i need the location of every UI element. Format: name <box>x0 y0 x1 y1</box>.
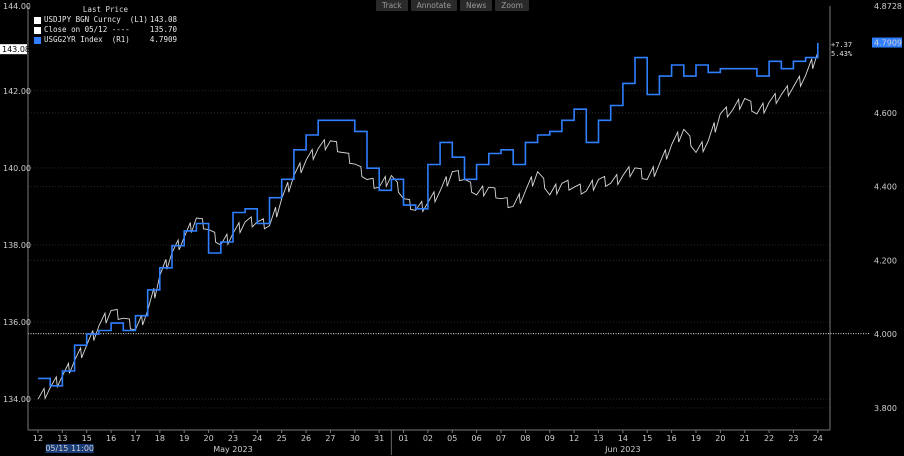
left-tick-label: 142.00 <box>3 87 31 96</box>
legend-row-close: Close on 05/12 ---- 135.70 <box>34 25 177 35</box>
cursor-date-label: 05/15 11:00 <box>45 444 94 453</box>
x-tick-label: 16 <box>106 434 116 443</box>
x-tick-label: 15 <box>82 434 92 443</box>
x-tick-label: 30 <box>350 434 360 443</box>
zoom-button[interactable]: Zoom <box>495 0 529 11</box>
month-label: May 2023 <box>213 445 252 454</box>
legend-label: Close on 05/12 ---- <box>44 25 130 34</box>
x-tick-label: 20 <box>715 434 725 443</box>
right-tick-label: 4.000 <box>874 330 897 339</box>
change-percent: 5.43% <box>831 50 853 58</box>
x-tick-label: 01 <box>398 434 408 443</box>
left-tick-label: 134.00 <box>3 395 31 404</box>
x-tick-label: 06 <box>472 434 482 443</box>
x-tick-label: 02 <box>423 434 433 443</box>
x-tick-label: 05 <box>447 434 457 443</box>
track-button[interactable]: Track <box>376 0 408 11</box>
x-tick-label: 31 <box>374 434 384 443</box>
right-top-tag: 4.8728 <box>874 2 902 11</box>
right-last-tag: 4.7909 <box>874 39 902 48</box>
series-usgg2yr-line <box>38 42 819 387</box>
x-tick-label: 18 <box>155 434 165 443</box>
x-tick-label: 26 <box>301 434 311 443</box>
legend-label: USGG2YR Index (R1) <box>44 35 130 44</box>
legend-value: 143.08 <box>149 15 177 24</box>
news-button[interactable]: News <box>459 0 493 11</box>
x-axis: 12 13 15 16 17 18 19 20 23 24 25 26 27 30 31 01 02 05 06 07… <box>28 429 830 455</box>
legend: Last Price USDJPY BGN Curncy (L1) 143.08… <box>30 4 181 46</box>
x-tick-label: 23 <box>228 434 238 443</box>
x-tick-label: 16 <box>667 434 677 443</box>
x-tick-label: 12 <box>33 434 43 443</box>
left-tick-label: 140.00 <box>3 164 31 173</box>
left-axis: 134.00 136.00 138.00 140.00 142.00 144.00 143.… <box>0 2 31 430</box>
legend-row-usgg2yr: USGG2YR Index (R1) 4.7909 <box>34 35 177 45</box>
x-tick-label: 13 <box>57 434 67 443</box>
x-tick-label: 23 <box>788 434 798 443</box>
legend-value: 4.7909 <box>149 35 177 44</box>
gridlines <box>28 90 830 409</box>
left-top-tag: 144.00 <box>3 2 31 11</box>
x-tick-label: 24 <box>813 434 823 443</box>
x-tick-label: 19 <box>179 434 189 443</box>
x-tick-label: 17 <box>130 434 140 443</box>
legend-label: USDJPY BGN Curncy (L1) <box>44 15 148 24</box>
x-tick-label: 09 <box>545 434 555 443</box>
right-tick-label: 4.200 <box>874 256 897 265</box>
right-tick-label: 4.600 <box>874 109 897 118</box>
right-last-tag-bg <box>872 37 902 48</box>
cursor-date-bg <box>45 444 94 453</box>
legend-row-usdjpy: USDJPY BGN Curncy (L1) 143.08 <box>34 15 177 25</box>
x-tick-label: 07 <box>496 434 506 443</box>
series-usdjpy-line <box>37 52 819 401</box>
legend-swatch <box>34 16 41 24</box>
x-tick-label: 27 <box>325 434 335 443</box>
right-tick-label: 3.800 <box>874 404 897 413</box>
legend-value: 135.70 <box>149 25 177 34</box>
right-tick-label: 4.400 <box>874 183 897 192</box>
x-tick-label: 08 <box>520 434 530 443</box>
x-tick-label: 13 <box>593 434 603 443</box>
legend-swatch <box>34 36 41 44</box>
x-tick-label: 22 <box>764 434 774 443</box>
left-tick-label: 136.00 <box>3 318 31 327</box>
annotate-button[interactable]: Annotate <box>410 0 457 11</box>
x-tick-label: 20 <box>203 434 213 443</box>
change-value: +7.37 <box>831 41 853 49</box>
x-tick-label: 25 <box>277 434 287 443</box>
left-tick-label: 138.00 <box>3 241 31 250</box>
legend-title: Last Price <box>82 5 129 14</box>
chart-toolbar: Track Annotate News Zoom <box>376 0 529 11</box>
right-axis: 3.800 4.000 4.200 4.400 4.600 4.8728 4.7909 <box>829 2 902 430</box>
series-layer <box>37 42 819 401</box>
left-last-tag-bg <box>0 44 27 55</box>
left-last-tag: 143.08 <box>2 45 30 54</box>
x-tick-label: 14 <box>618 434 628 443</box>
x-tick-label: 12 <box>569 434 579 443</box>
x-tick-label: 24 <box>252 434 262 443</box>
x-tick-label: 15 <box>642 434 652 443</box>
x-tick-label: 21 <box>740 434 750 443</box>
month-label: Jun 2023 <box>604 445 640 454</box>
x-tick-label: 19 <box>691 434 701 443</box>
legend-swatch <box>34 26 41 34</box>
